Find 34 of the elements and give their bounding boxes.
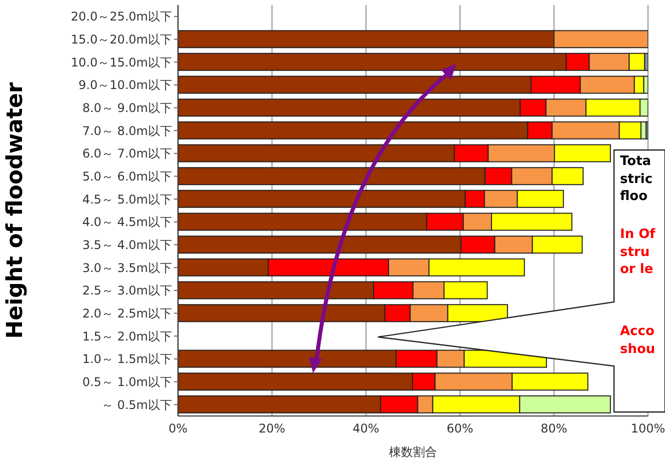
y-tick-label: 8.0～ 9.0m以下: [82, 101, 172, 116]
y-tick-label: 1.0～ 1.5m以下: [82, 352, 172, 366]
y-tick-label: 10.0～15.0m以下: [70, 55, 172, 70]
x-axis-title: 棟数割合: [389, 445, 437, 459]
y-axis-title: Height of floodwater: [2, 82, 28, 339]
y-tick-label: 1.5～ 2.0m以下: [82, 329, 172, 344]
y-tick-label: 5.0～ 6.0m以下: [82, 170, 172, 184]
y-tick-label: 3.0～ 3.5m以下: [82, 260, 172, 275]
annotation: or le: [620, 262, 654, 277]
annotation: stric: [620, 172, 653, 187]
y-tick-label: 15.0～20.0m以下: [70, 32, 172, 47]
y-tick-label: 3.5～ 4.0m以下: [82, 238, 172, 252]
y-tick-label: 2.5～ 3.0m以下: [82, 284, 172, 298]
y-tick-label: 4.5～ 5.0m以下: [82, 192, 172, 206]
y-tick-label: 20.0～25.0m以下: [70, 10, 172, 24]
y-tick-label: 6.0～ 7.0m以下: [82, 146, 172, 161]
x-tick-label: 100%: [630, 422, 665, 436]
annotation: Acco: [620, 324, 654, 339]
annotation: shou: [620, 342, 656, 357]
y-tick-label: 9.0～10.0m以下: [78, 78, 172, 92]
annotation: stru: [620, 245, 650, 260]
annotation: Tota: [620, 154, 652, 169]
x-tick-label: 20%: [258, 422, 286, 436]
x-tick-label: 60%: [446, 422, 474, 436]
x-tick-label: 0%: [168, 422, 188, 436]
x-tick-label: 40%: [352, 422, 380, 436]
y-tick-label: 7.0～ 8.0m以下: [82, 124, 172, 138]
annotation: In Of: [620, 227, 656, 242]
y-tick-label: ～ 0.5m以下: [101, 398, 172, 412]
y-tick-label: 2.0～ 2.5m以下: [82, 306, 172, 321]
annotation: floo: [620, 189, 648, 204]
x-tick-label: 80%: [540, 422, 568, 436]
y-tick-label: 0.5～ 1.0m以下: [82, 375, 172, 390]
y-tick-label: 4.0～ 4.5m以下: [82, 215, 172, 230]
